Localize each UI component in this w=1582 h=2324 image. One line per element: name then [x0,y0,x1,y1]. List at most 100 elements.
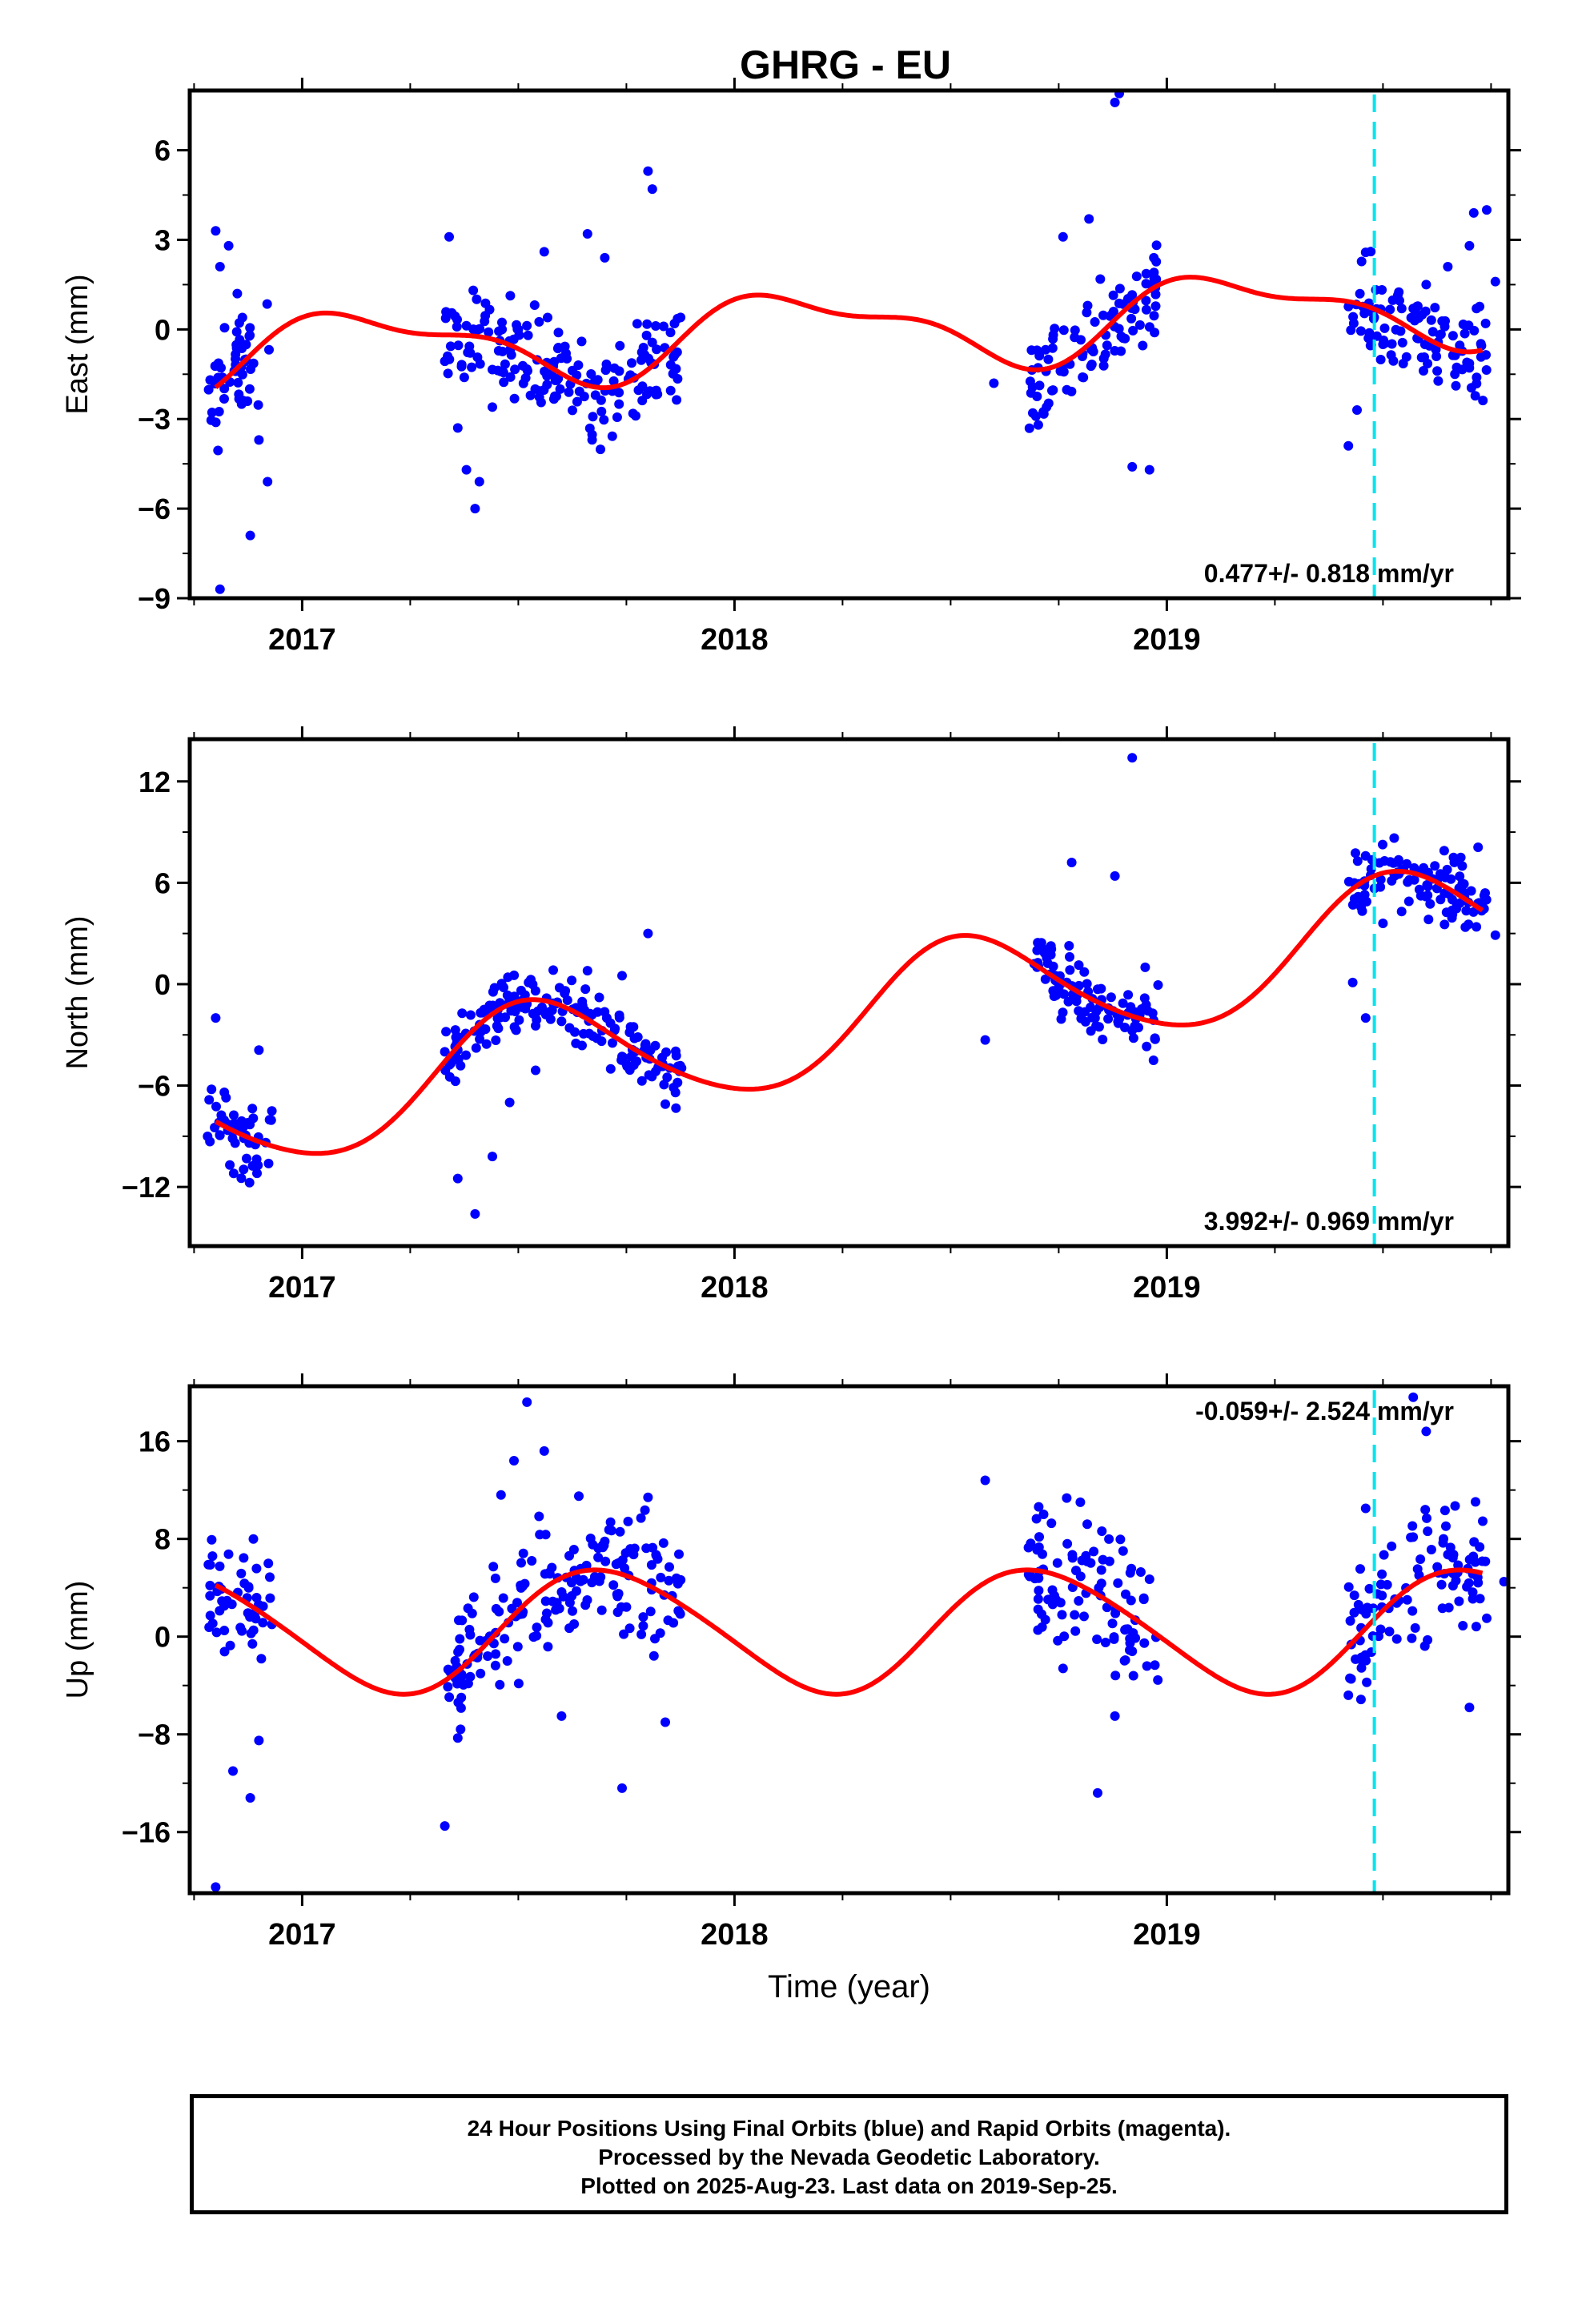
data-point [1347,977,1358,987]
data-point [267,1106,277,1116]
data-point [263,1558,274,1569]
y-axis-label: Up (mm) [61,1581,94,1699]
data-point [1448,852,1459,862]
data-point [219,1626,230,1636]
data-point [570,1027,580,1037]
data-point [1443,1602,1454,1613]
data-point [643,166,653,176]
data-point [1435,329,1446,340]
data-point [1406,1532,1416,1542]
data-point [638,1612,648,1622]
data-point [1042,953,1052,963]
data-point [656,1572,666,1582]
data-point [1432,366,1443,376]
data-point [672,347,682,357]
data-point [1451,1575,1461,1586]
data-point [641,1543,652,1554]
data-point [1481,365,1492,375]
data-point [623,1516,633,1526]
data-point [549,356,560,367]
data-point [1082,1519,1092,1530]
data-point [236,1568,247,1578]
data-point [1059,989,1069,999]
data-points-final-orbits [203,753,1500,1219]
data-point [543,1642,553,1652]
data-point [1144,322,1154,332]
data-point [455,1634,465,1644]
data-point [1138,1593,1149,1603]
data-point [1426,315,1436,325]
data-point [1098,353,1109,364]
data-point [638,1621,648,1631]
data-point [1349,1590,1359,1601]
data-point [1464,320,1474,331]
data-point [1379,1550,1389,1560]
data-point [641,330,652,340]
data-point [1490,276,1500,287]
data-point [444,231,454,242]
data-point [1033,1625,1043,1635]
data-point [1114,283,1125,294]
data-point [564,1598,575,1608]
data-point [614,399,624,409]
data-point [1058,1663,1068,1674]
data-point [1437,316,1447,326]
data-point [1126,313,1137,324]
data-point [480,298,491,308]
data-point [468,1592,479,1602]
data-point [1074,960,1084,971]
data-point [612,412,622,422]
data-point [1033,420,1043,430]
data-point [1421,279,1431,290]
data-point [661,1717,670,1727]
data-point [1346,325,1356,336]
data-point [1058,231,1068,242]
data-point [248,1534,259,1544]
data-point [516,1558,526,1568]
data-point [509,393,520,404]
data-point [1433,376,1443,386]
data-point [1423,881,1433,891]
data-point [243,1608,253,1618]
data-point [457,1008,468,1019]
data-point [467,362,477,372]
data-point [644,353,653,364]
data-point [564,1550,574,1561]
data-point [450,1076,460,1087]
footer-note: 24 Hour Positions Using Final Orbits (bl… [190,2094,1508,2214]
data-point [648,1651,659,1661]
data-point [505,372,516,382]
data-point [1079,1611,1089,1622]
data-point [472,352,483,363]
data-point [1127,1646,1138,1656]
data-point [1108,307,1118,316]
data-point [1115,1534,1126,1545]
footer-line-orbits: 24 Hour Positions Using Final Orbits (bl… [467,2116,1231,2141]
data-point [1082,1556,1093,1566]
data-point [1071,996,1082,1007]
data-point [650,1634,660,1644]
data-point [636,1513,646,1523]
data-point [1151,274,1162,284]
data-point [504,1097,515,1108]
data-points-final-orbits [203,90,1500,594]
data-point [441,1027,452,1037]
data-point [488,1562,499,1572]
data-point [596,1036,607,1047]
data-point [1419,366,1428,376]
panel-north: −12 −6 0 6 12 2017 2018 2019 North (mm) 3.992+/- … [61,726,1521,1305]
data-point [1466,383,1476,393]
data-point [476,1668,486,1679]
data-point [1431,352,1442,361]
data-point [586,369,596,379]
data-point [617,971,627,981]
data-point [1042,402,1052,412]
data-point [215,1561,225,1571]
data-point [1426,1545,1436,1554]
data-point [1472,922,1482,932]
data-point [1395,326,1406,336]
data-point [1025,1571,1035,1582]
data-point [1127,753,1138,763]
data-point [254,435,264,445]
figure-title: GHRG - EU [740,42,951,87]
